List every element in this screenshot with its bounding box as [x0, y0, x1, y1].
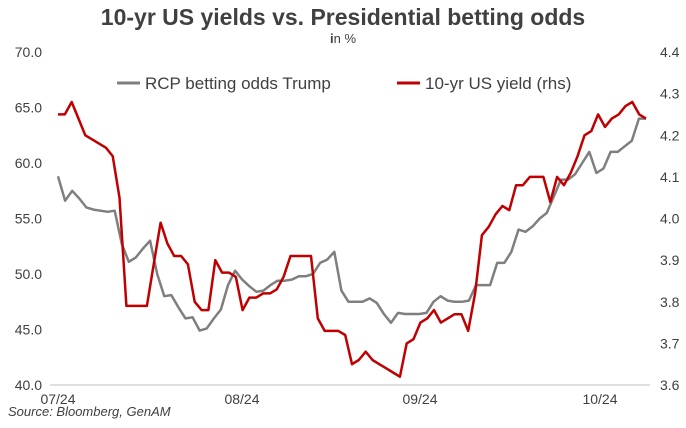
left-tick-label: 70.0 — [15, 44, 42, 60]
right-tick-label: 4.4 — [660, 44, 680, 60]
right-tick-label: 3.7 — [660, 335, 680, 351]
series-line-rcp-odds — [56, 117, 646, 332]
right-axis-ticks: 3.6 3.7 3.8 3.9 4.0 4.1 4.2 4.3 4.4 — [660, 44, 680, 393]
left-tick-label: 65.0 — [15, 100, 42, 116]
x-tick-label: 09/24 — [402, 391, 437, 407]
series-lines — [56, 100, 647, 378]
chart-subtitle: in % — [0, 31, 686, 46]
chart-subtitle-prefix: i — [329, 31, 334, 46]
chart-source: Source: Bloomberg, GenAM — [8, 404, 171, 419]
right-tick-label: 3.6 — [660, 377, 680, 393]
left-tick-label: 50.0 — [15, 266, 42, 282]
right-tick-label: 3.9 — [660, 252, 680, 268]
legend: RCP betting odds Trump 10-yr US yield (r… — [117, 74, 571, 93]
left-tick-label: 55.0 — [15, 211, 42, 227]
right-tick-label: 4.1 — [660, 169, 680, 185]
x-tick-label: 10/24 — [582, 391, 617, 407]
legend-label-rcp: RCP betting odds Trump — [145, 74, 331, 93]
series-line-10yr-yield — [58, 100, 647, 378]
x-tick-label: 08/24 — [224, 391, 259, 407]
right-tick-label: 4.0 — [660, 211, 680, 227]
left-tick-label: 60.0 — [15, 155, 42, 171]
left-tick-label: 40.0 — [15, 377, 42, 393]
x-axis-ticks: 07/24 08/24 09/24 10/24 — [40, 391, 617, 407]
chart-subtitle-rest: n % — [333, 31, 357, 46]
left-axis-ticks: 40.0 45.0 50.0 55.0 60.0 65.0 70.0 — [15, 44, 42, 393]
right-tick-label: 4.2 — [660, 127, 680, 143]
legend-label-yield: 10-yr US yield (rhs) — [425, 74, 571, 93]
left-tick-label: 45.0 — [15, 322, 42, 338]
x-tick-label: 07/24 — [40, 391, 75, 407]
chart-title: 10-yr US yields vs. Presidential betting… — [100, 4, 586, 30]
right-tick-label: 4.3 — [660, 86, 680, 102]
right-tick-label: 3.8 — [660, 294, 680, 310]
